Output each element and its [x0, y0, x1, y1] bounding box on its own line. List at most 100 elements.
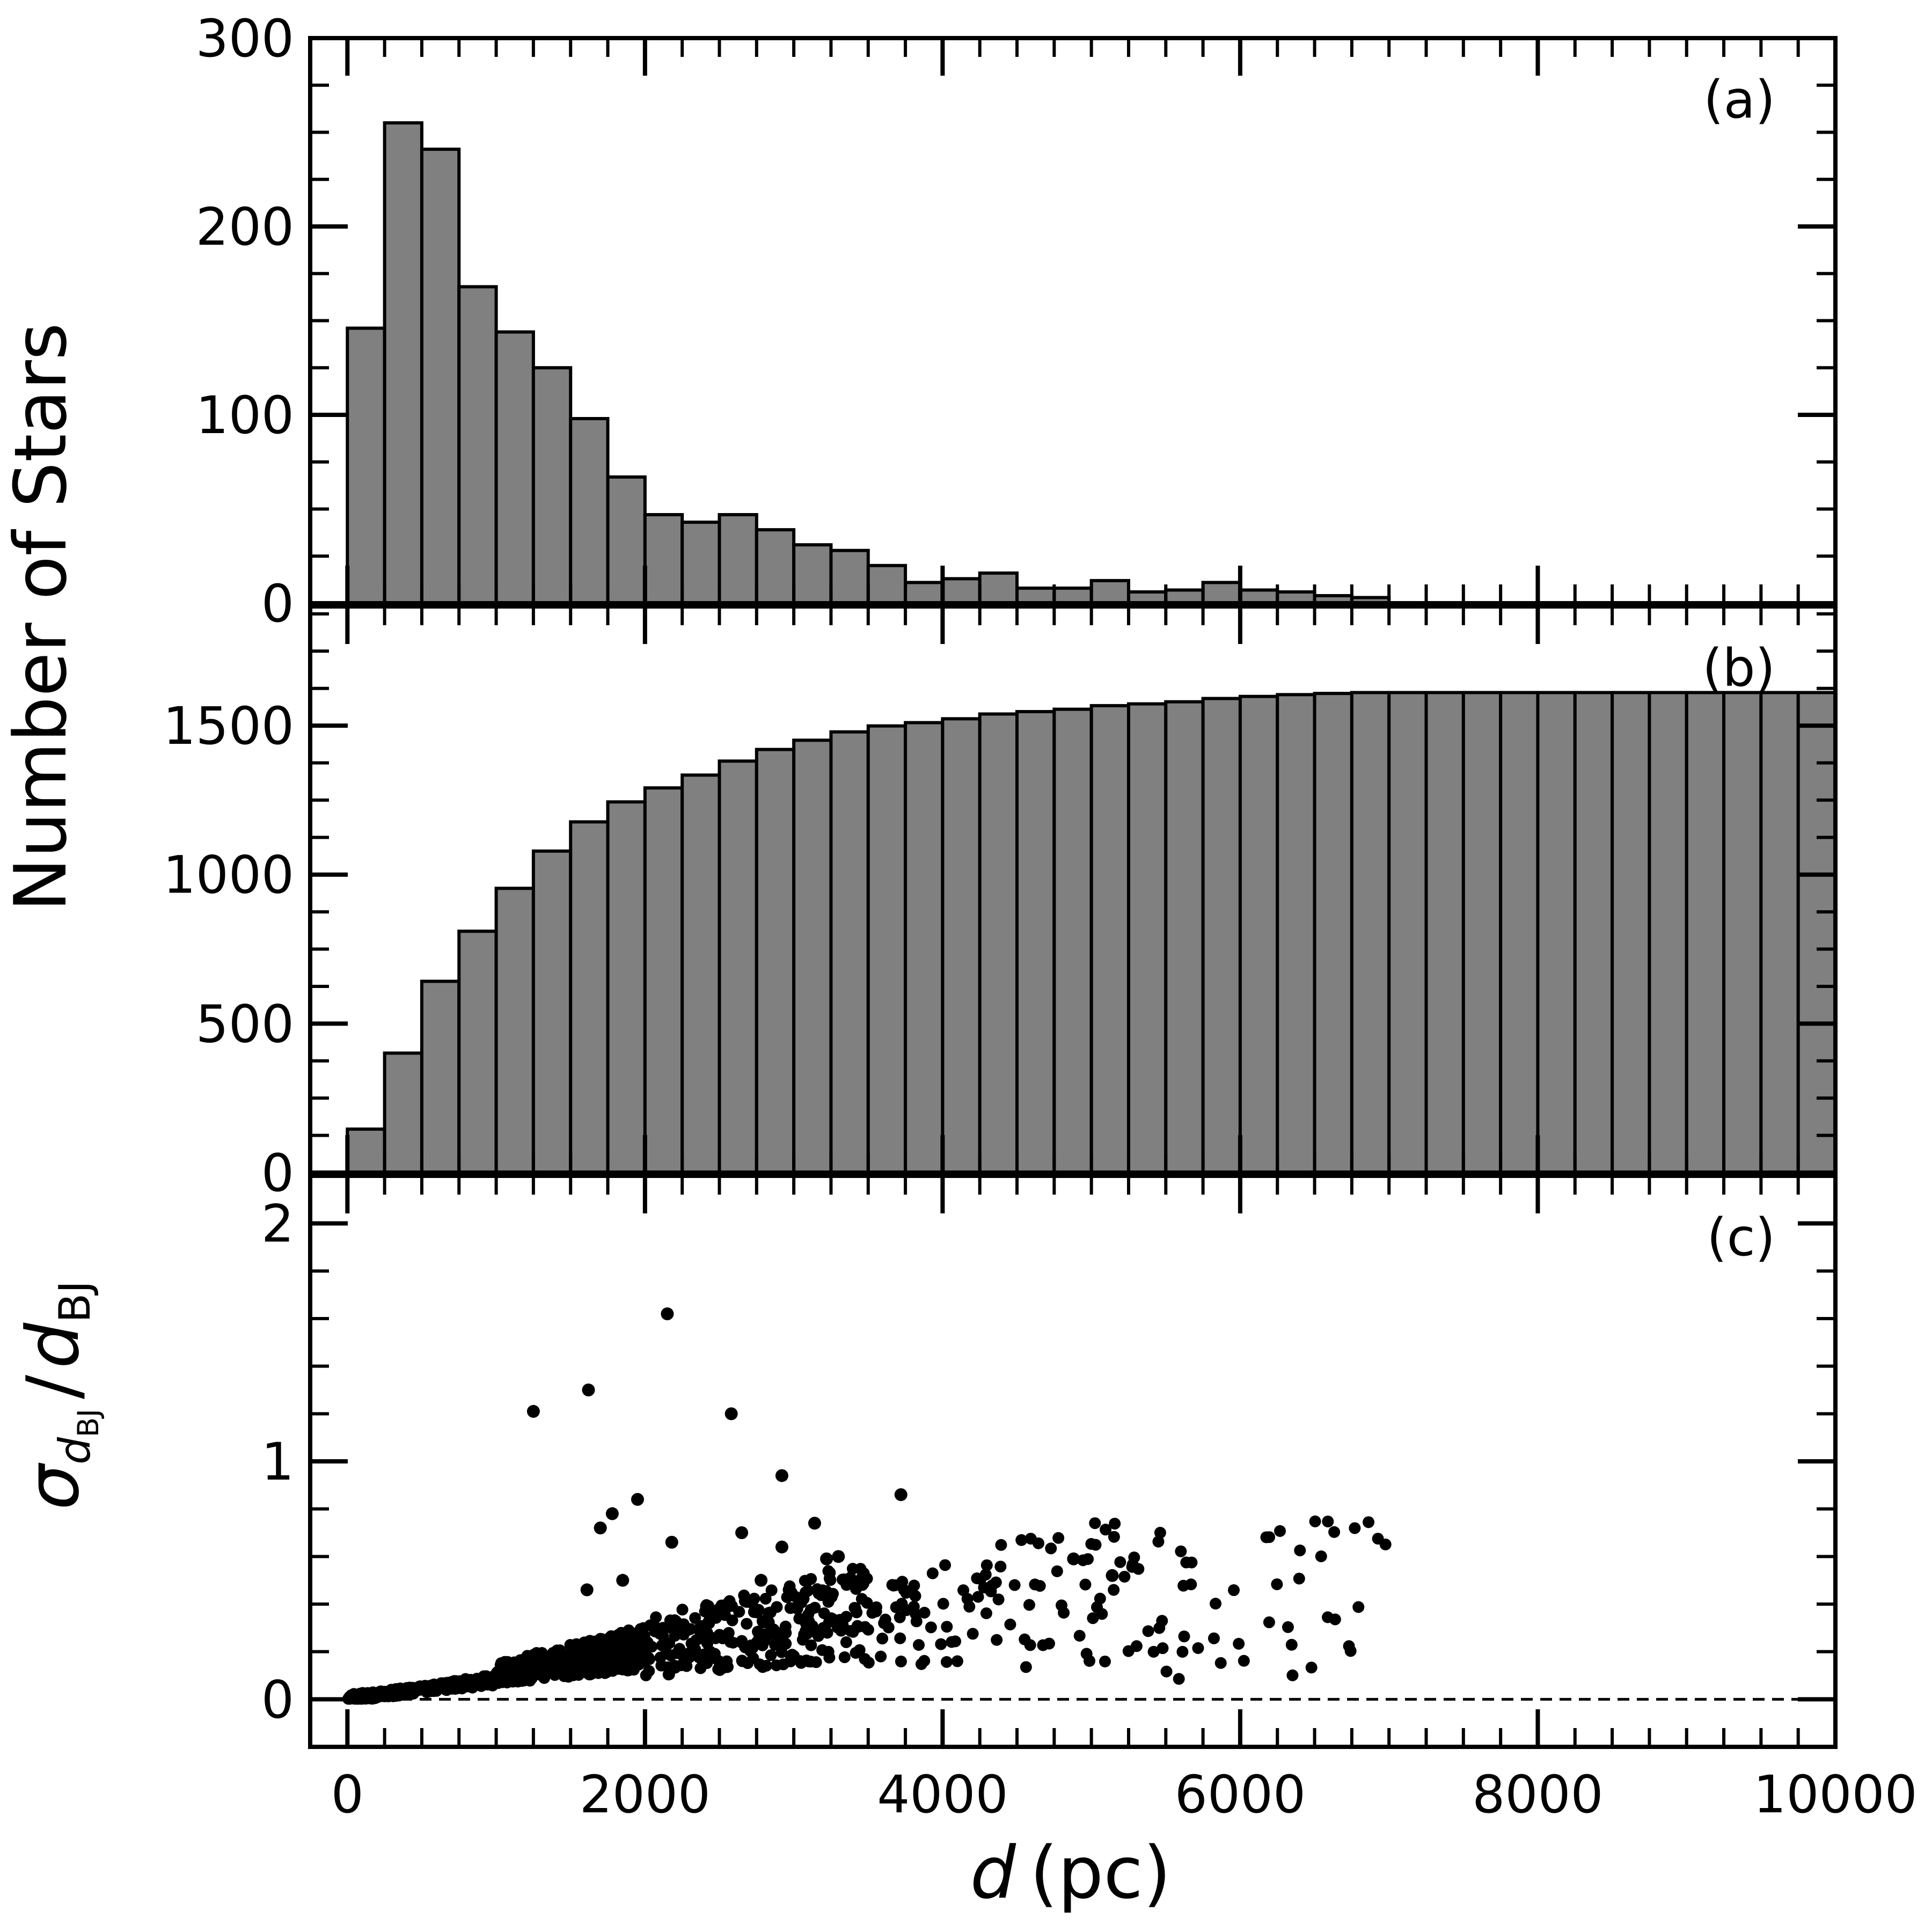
x-tick-label: 8000	[1472, 1765, 1603, 1825]
scatter-point	[643, 1641, 655, 1653]
scatter-point	[722, 1627, 735, 1639]
scatter-point	[342, 1693, 354, 1705]
scatter-point	[1176, 1645, 1189, 1658]
scatter-point	[824, 1567, 836, 1579]
scatter-point	[1192, 1642, 1204, 1654]
scatter-point	[617, 1649, 630, 1662]
histogram-bar	[792, 543, 833, 605]
scatter-point	[800, 1624, 812, 1637]
scatter-point	[780, 1637, 792, 1650]
scatter-point	[951, 1655, 963, 1667]
scatter-point	[875, 1650, 887, 1663]
scatter-point	[779, 1620, 792, 1633]
scatter-point	[1286, 1669, 1299, 1681]
histogram-bar	[1611, 691, 1651, 1174]
scatter-point	[1329, 1613, 1341, 1626]
scatter-point	[937, 1598, 949, 1610]
scatter-point	[578, 1655, 590, 1667]
histogram-bar	[1201, 697, 1242, 1174]
histogram-bar	[1722, 691, 1763, 1174]
scatter-point	[1100, 1524, 1112, 1536]
y-tick-label: 0	[261, 574, 294, 634]
scatter-point	[851, 1606, 863, 1619]
scatter-point	[1023, 1599, 1035, 1611]
x-tick-label: 6000	[1175, 1765, 1306, 1825]
histogram-bar	[494, 330, 535, 605]
scatter-point	[735, 1526, 749, 1539]
scatter-point	[846, 1563, 859, 1575]
scatter-point	[918, 1606, 931, 1619]
scatter-point	[967, 1628, 979, 1640]
scatter-point	[1051, 1565, 1063, 1577]
scatter-point	[1160, 1665, 1173, 1678]
scatter-point	[661, 1307, 674, 1321]
scatter-points	[342, 1307, 1392, 1705]
scatter-point	[1363, 1516, 1375, 1528]
scatter-point	[690, 1634, 702, 1646]
scatter-point	[1094, 1592, 1106, 1605]
ticks-c: 0 2000 4000 6000 8000 10000 0 1 2	[261, 1174, 1918, 1825]
scatter-point	[1263, 1531, 1276, 1543]
y-title-sigma: σ	[11, 1462, 95, 1510]
histogram-bar	[1685, 691, 1726, 1174]
frame-a	[308, 36, 1838, 605]
scatter-point	[1305, 1662, 1318, 1674]
scatter-point	[940, 1656, 953, 1668]
scatter-point	[825, 1612, 837, 1624]
scatter-point	[781, 1591, 793, 1604]
scatter-point	[1073, 1629, 1086, 1642]
histogram-bar	[1759, 691, 1800, 1174]
histogram-bar	[941, 577, 982, 605]
histogram-bar	[680, 521, 721, 605]
scatter-point	[1285, 1638, 1298, 1651]
scatter-point	[1238, 1655, 1250, 1667]
x-tick-label: 10000	[1753, 1765, 1917, 1825]
scatter-point	[536, 1647, 548, 1659]
histogram-bar	[1461, 691, 1503, 1174]
y-tick-label: 100	[196, 385, 294, 445]
scatter-point	[582, 1384, 595, 1396]
y-tick-label: 1500	[163, 696, 294, 756]
scatter-point	[866, 1607, 879, 1619]
bars-b	[346, 691, 1837, 1175]
scatter-point	[1087, 1612, 1099, 1624]
scatter-point	[1109, 1518, 1121, 1530]
scatter-point	[980, 1607, 992, 1620]
scatter-point	[733, 1606, 745, 1618]
scatter-point	[1263, 1616, 1275, 1628]
scatter-point	[1015, 1534, 1028, 1546]
scatter-point	[926, 1567, 939, 1579]
scatter-point	[1043, 1637, 1055, 1650]
scatter-point	[856, 1579, 868, 1591]
scatter-point	[562, 1652, 574, 1665]
histogram-bar	[792, 738, 833, 1174]
scatter-point	[492, 1674, 504, 1686]
scatter-point	[657, 1622, 669, 1634]
scatter-point	[562, 1671, 575, 1683]
frame-c	[308, 1174, 1838, 1749]
panel-c: 0 2000 4000 6000 8000 10000 0 1 2 (c)	[261, 1174, 1918, 1825]
scatter-point	[991, 1634, 1003, 1646]
scatter-point	[1153, 1622, 1166, 1634]
scatter-point	[827, 1587, 839, 1600]
scatter-point	[1293, 1572, 1305, 1585]
scatter-point	[862, 1623, 874, 1636]
scatter-point	[684, 1623, 697, 1635]
scatter-point	[708, 1652, 720, 1664]
histogram-bar	[457, 285, 498, 605]
panel-b: 0 500 1000 1500 (b)	[163, 604, 1838, 1203]
scatter-point	[1178, 1630, 1190, 1643]
panel-a: 0 100 200 300 (a)	[196, 9, 1838, 634]
histogram-bar	[904, 721, 945, 1174]
scatter-point	[552, 1645, 564, 1657]
scatter-point	[925, 1621, 937, 1634]
y-title-d: d	[11, 1322, 95, 1368]
scatter-point	[736, 1655, 749, 1667]
scatter-point	[894, 1611, 906, 1623]
scatter-point	[1349, 1522, 1361, 1534]
histogram-bar	[1424, 691, 1465, 1174]
scatter-point	[912, 1639, 925, 1651]
scatter-point	[631, 1492, 644, 1506]
histogram-bar	[680, 773, 721, 1174]
